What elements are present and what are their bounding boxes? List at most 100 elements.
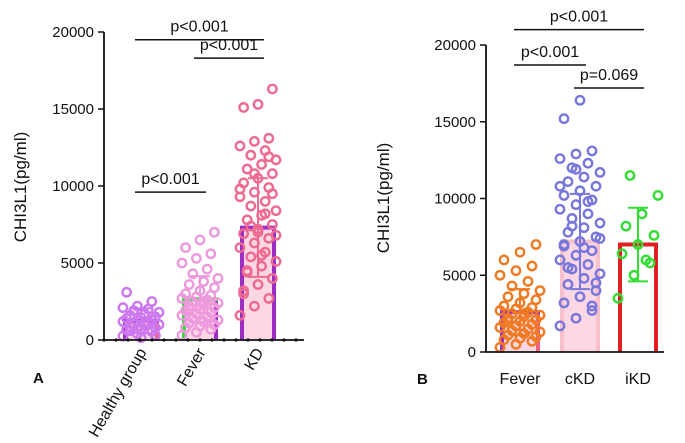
data-point bbox=[518, 288, 530, 300]
category-label: Healthy group bbox=[86, 345, 151, 440]
data-point bbox=[652, 190, 664, 201]
panel-a-axes bbox=[102, 32, 304, 342]
data-point bbox=[558, 239, 570, 250]
ytick-label: 5000 bbox=[443, 267, 476, 284]
x-axis-dot bbox=[294, 338, 298, 342]
data-point bbox=[117, 302, 129, 314]
data-point bbox=[570, 312, 582, 324]
ytick-label: 0 bbox=[86, 332, 94, 349]
data-point bbox=[640, 254, 652, 266]
data-point bbox=[582, 196, 594, 207]
data-point bbox=[562, 262, 574, 273]
panel-b-error-bars bbox=[510, 192, 648, 337]
data-point bbox=[558, 190, 570, 201]
data-point bbox=[578, 222, 590, 234]
data-point bbox=[241, 163, 253, 175]
data-point bbox=[146, 296, 158, 307]
panel-a-yticks: 0 5000 10000 15000 20000 bbox=[52, 24, 104, 349]
x-axis-dot bbox=[138, 338, 142, 342]
data-point bbox=[594, 167, 606, 178]
data-point bbox=[263, 132, 275, 144]
ytick-label: 15000 bbox=[52, 101, 94, 118]
category-label: iKD bbox=[625, 371, 651, 388]
x-axis-dot bbox=[150, 338, 154, 342]
x-axis-dot bbox=[234, 338, 238, 342]
panel-b-bars bbox=[500, 239, 658, 352]
data-point bbox=[594, 268, 606, 280]
data-point bbox=[245, 220, 257, 232]
data-point bbox=[648, 229, 660, 241]
data-point bbox=[176, 257, 188, 269]
data-point bbox=[266, 83, 278, 95]
panel-b-axes bbox=[485, 45, 664, 353]
data-point bbox=[263, 151, 275, 163]
panel-b-categories: Fever cKD iKD bbox=[500, 371, 651, 388]
data-point bbox=[574, 94, 586, 106]
data-point bbox=[194, 234, 206, 246]
panel-a-error-bars bbox=[131, 177, 268, 335]
data-point bbox=[514, 246, 526, 258]
category-label: cKD bbox=[565, 371, 595, 388]
panel-b-points bbox=[494, 94, 664, 353]
x-axis-dot bbox=[114, 338, 118, 342]
data-point bbox=[554, 203, 566, 215]
data-point bbox=[620, 220, 632, 232]
data-point bbox=[248, 135, 260, 147]
data-point bbox=[124, 325, 136, 337]
ytick-label: 10000 bbox=[52, 178, 94, 195]
data-point bbox=[554, 180, 566, 192]
x-axis-dot bbox=[210, 338, 214, 342]
x-axis-dot bbox=[126, 338, 130, 342]
panel-a: CHI3L1(pg/ml) A 0 5000 10000 15000 20000 Hea… bbox=[11, 19, 304, 440]
data-point bbox=[245, 251, 257, 263]
data-point bbox=[263, 293, 275, 304]
data-point bbox=[259, 208, 271, 220]
data-point bbox=[498, 300, 510, 312]
data-point bbox=[502, 291, 514, 303]
data-point bbox=[494, 269, 506, 281]
data-point bbox=[183, 303, 195, 315]
data-point bbox=[586, 305, 598, 316]
data-point bbox=[554, 254, 566, 266]
x-axis-dot bbox=[270, 338, 274, 342]
data-point bbox=[238, 102, 250, 113]
significance-label: p<0.001 bbox=[200, 37, 258, 54]
data-point bbox=[131, 300, 143, 312]
data-point bbox=[256, 159, 267, 170]
data-point bbox=[526, 260, 538, 272]
data-point bbox=[234, 140, 246, 152]
data-point bbox=[574, 291, 586, 303]
data-point bbox=[530, 239, 542, 250]
data-point bbox=[562, 279, 574, 290]
panel-a-categories: Healthy group Fever KD bbox=[86, 345, 268, 440]
data-point bbox=[558, 113, 570, 125]
ytick-label: 10000 bbox=[434, 191, 476, 208]
data-point bbox=[259, 195, 271, 207]
panel-b-label: B bbox=[417, 371, 428, 388]
significance-label: p<0.001 bbox=[550, 9, 608, 26]
data-point bbox=[594, 217, 606, 229]
data-point bbox=[212, 272, 224, 284]
data-point bbox=[245, 200, 257, 212]
category-label: KD bbox=[242, 346, 268, 374]
data-point bbox=[270, 205, 282, 217]
data-point bbox=[590, 277, 602, 289]
data-point bbox=[636, 208, 648, 220]
data-point bbox=[554, 320, 566, 332]
data-point bbox=[558, 297, 570, 309]
significance-label: p<0.001 bbox=[521, 44, 579, 61]
data-point bbox=[586, 145, 598, 157]
data-point bbox=[270, 256, 282, 267]
data-point bbox=[183, 279, 195, 290]
data-point bbox=[187, 268, 199, 280]
data-point bbox=[582, 208, 594, 220]
data-point bbox=[612, 292, 624, 304]
x-axis-dot bbox=[246, 338, 250, 342]
data-point bbox=[208, 226, 220, 238]
data-point bbox=[570, 163, 582, 175]
data-point bbox=[616, 248, 628, 260]
data-point bbox=[590, 180, 602, 192]
x-axis-dot bbox=[222, 338, 226, 342]
